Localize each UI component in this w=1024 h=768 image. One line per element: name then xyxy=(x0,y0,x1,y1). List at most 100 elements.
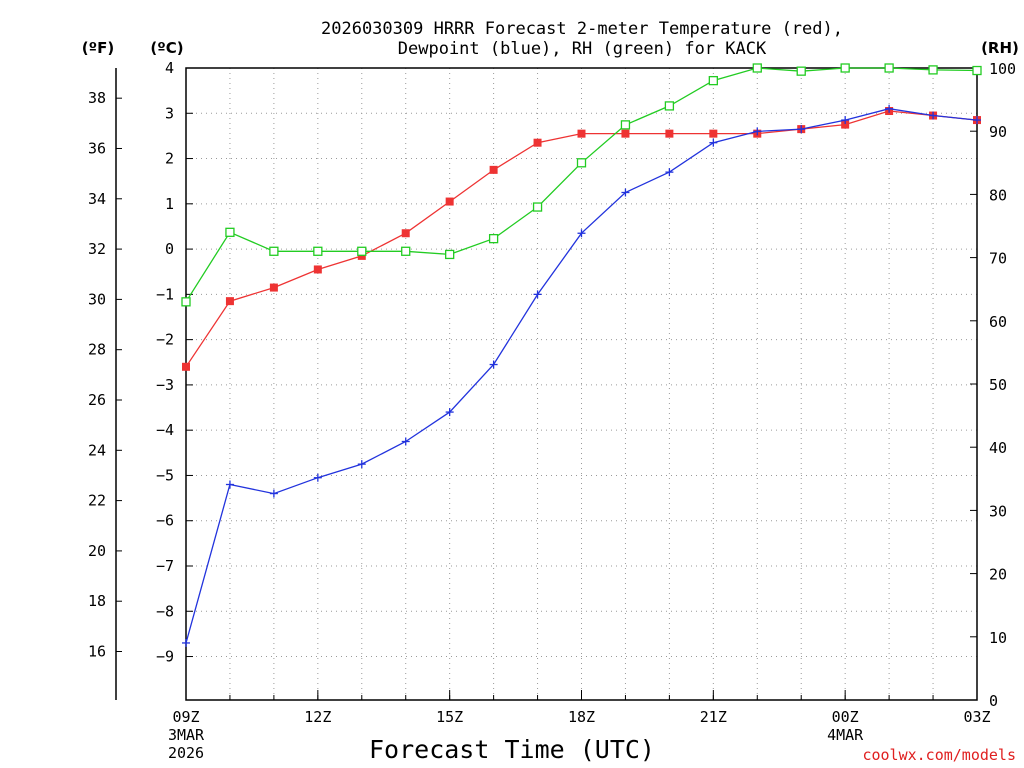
celsius-tick-label: 1 xyxy=(165,195,174,213)
x-tick-year-label: 2026 xyxy=(168,744,204,762)
rh-tick-label: 90 xyxy=(989,123,1007,141)
dewpoint-point xyxy=(401,437,410,446)
celsius-tick-label: −4 xyxy=(156,421,174,439)
dewpoint-point xyxy=(269,489,278,498)
rh-point xyxy=(445,249,455,260)
x-tick-label: 09Z xyxy=(172,708,199,726)
fahrenheit-tick-label: 24 xyxy=(88,441,106,459)
fahrenheit-tick-label: 22 xyxy=(88,492,106,510)
temperature-point xyxy=(841,120,850,129)
celsius-unit-label: (ºC) xyxy=(150,39,183,57)
rh-point xyxy=(972,65,982,76)
dewpoint-point xyxy=(929,111,938,120)
celsius-tick-label: −8 xyxy=(156,602,174,620)
rh-unit-label: (RH) xyxy=(981,39,1019,57)
rh-point xyxy=(181,297,191,307)
fahrenheit-tick-label: 38 xyxy=(88,89,106,107)
temperature-point xyxy=(577,129,586,138)
fahrenheit-tick-label: 18 xyxy=(88,592,106,610)
celsius-tick-label: −9 xyxy=(156,648,174,666)
rh-point xyxy=(532,202,543,212)
celsius-tick-label: −3 xyxy=(156,376,174,394)
rh-point xyxy=(928,65,938,75)
rh-point xyxy=(488,233,499,244)
dewpoint-point xyxy=(489,360,498,369)
celsius-tick-label: 2 xyxy=(165,150,174,168)
dewpoint-point xyxy=(973,116,981,125)
rh-point xyxy=(269,246,279,256)
rh-point xyxy=(225,227,235,237)
chart-title-line2: Dewpoint (blue), RH (green) for KACK xyxy=(398,39,767,59)
data-series xyxy=(181,63,982,647)
rh-tick-label: 20 xyxy=(989,566,1007,584)
x-tick-label: 18Z xyxy=(568,708,595,726)
fahrenheit-tick-label: 26 xyxy=(88,391,106,409)
rh-tick-label: 80 xyxy=(989,186,1007,204)
dewpoint-point xyxy=(225,480,234,489)
dewpoint-point xyxy=(797,125,806,134)
rh-tick-label: 50 xyxy=(989,376,1007,394)
rh-tick-label: 60 xyxy=(989,313,1007,331)
temperature-point xyxy=(269,283,278,292)
temperature-point xyxy=(182,362,190,371)
fahrenheit-tick-label: 20 xyxy=(88,542,106,560)
x-axis-label: Forecast Time (UTC) xyxy=(369,735,655,764)
chart-title-line1: 2026030309 HRRR Forecast 2-meter Tempera… xyxy=(321,19,843,39)
axes: 38363432302826242220181643210−1−2−3−4−5−… xyxy=(88,59,1016,762)
rh-point xyxy=(401,246,411,256)
rh-tick-label: 100 xyxy=(989,60,1016,78)
rh-point xyxy=(796,66,806,76)
celsius-tick-label: 4 xyxy=(165,59,174,77)
fahrenheit-tick-label: 32 xyxy=(88,240,106,258)
rh-point xyxy=(664,101,675,111)
dewpoint-point xyxy=(182,638,190,647)
temperature-point xyxy=(709,129,718,138)
x-tick-label: 12Z xyxy=(304,708,331,726)
celsius-tick-label: −5 xyxy=(156,466,174,484)
dewpoint-point xyxy=(533,290,542,299)
rh-point xyxy=(313,246,323,256)
dewpoint-point xyxy=(841,116,850,125)
dewpoint-point xyxy=(357,460,366,469)
rh-point xyxy=(357,246,367,256)
x-tick-date-label: 3MAR xyxy=(168,726,205,744)
rh-tick-label: 40 xyxy=(989,439,1007,457)
x-tick-label: 03Z xyxy=(963,708,990,726)
dewpoint-point xyxy=(445,408,454,417)
dewpoint-point xyxy=(753,127,762,136)
celsius-tick-label: 0 xyxy=(165,240,174,258)
rh-tick-label: 70 xyxy=(989,250,1007,268)
celsius-tick-label: −7 xyxy=(156,557,174,575)
dewpoint-point xyxy=(885,104,894,113)
dewpoint-point xyxy=(665,168,674,177)
rh-tick-label: 0 xyxy=(989,692,998,710)
fahrenheit-tick-label: 36 xyxy=(88,139,106,157)
temperature-point xyxy=(665,129,674,138)
x-tick-label: 00Z xyxy=(832,708,859,726)
rh-point xyxy=(752,63,762,73)
temperature-point xyxy=(313,265,322,274)
dewpoint-point xyxy=(709,138,718,147)
rh-point xyxy=(708,75,718,86)
rh-series xyxy=(181,63,982,307)
fahrenheit-tick-label: 16 xyxy=(88,643,106,661)
rh-point xyxy=(576,158,587,168)
dewpoint-point xyxy=(313,473,322,482)
x-tick-label: 15Z xyxy=(436,708,463,726)
dewpoint-series xyxy=(182,104,981,647)
temperature-point xyxy=(533,138,542,147)
x-tick-date-label: 4MAR xyxy=(827,726,864,744)
celsius-tick-label: −1 xyxy=(156,285,174,303)
temperature-point xyxy=(489,165,498,174)
dewpoint-point xyxy=(621,188,630,197)
x-tick-label: 21Z xyxy=(700,708,727,726)
rh-point xyxy=(840,63,850,73)
temperature-point xyxy=(621,129,630,138)
rh-point xyxy=(620,120,631,130)
temperature-point xyxy=(401,229,410,238)
temperature-point xyxy=(445,197,454,206)
celsius-tick-label: −2 xyxy=(156,331,174,349)
rh-tick-label: 10 xyxy=(989,629,1007,647)
rh-point xyxy=(884,63,894,73)
